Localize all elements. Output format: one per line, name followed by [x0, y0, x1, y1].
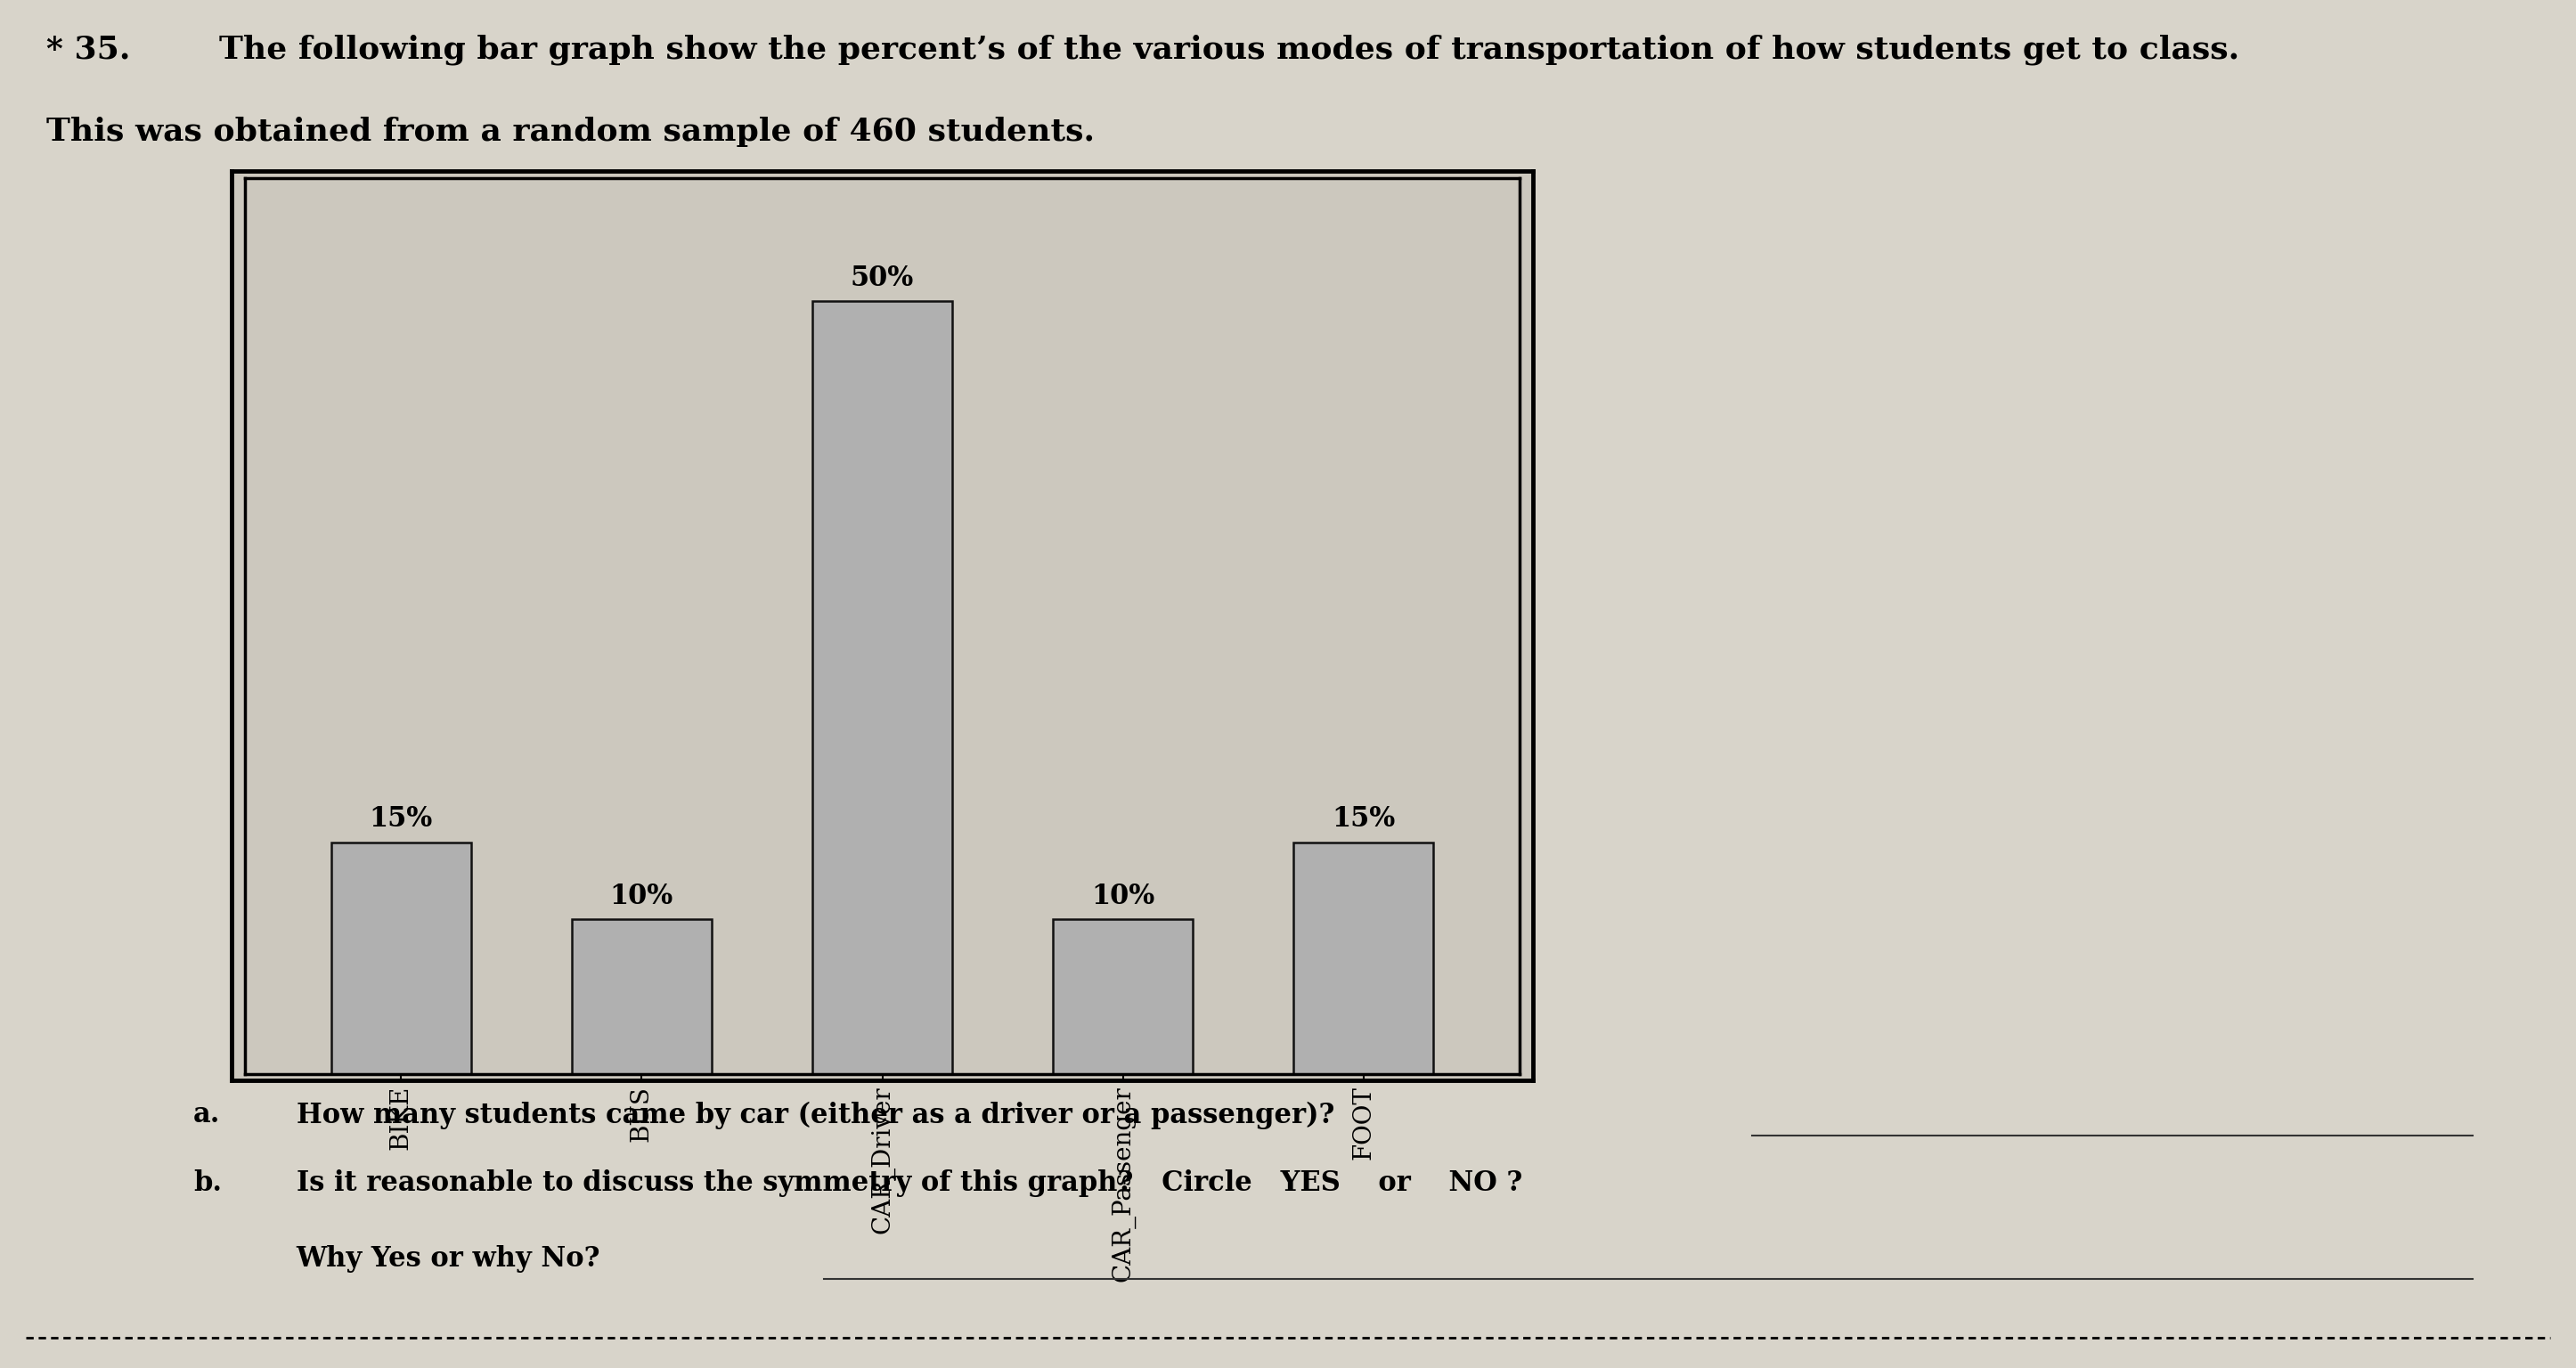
Text: 50%: 50% — [850, 264, 914, 293]
Bar — [332, 843, 471, 1074]
Text: 10%: 10% — [1092, 882, 1154, 910]
Text: a.: a. — [193, 1101, 222, 1129]
Text: The following bar graph show the percent’s of the various modes of transportatio: The following bar graph show the percent… — [219, 34, 2239, 64]
Text: This was obtained from a random sample of 460 students.: This was obtained from a random sample o… — [46, 116, 1095, 146]
Bar — [811, 301, 953, 1074]
Text: * 35.: * 35. — [46, 34, 131, 64]
Bar — [1054, 919, 1193, 1074]
Text: 15%: 15% — [368, 806, 433, 833]
Bar — [572, 919, 711, 1074]
Text: How many students came by car (either as a driver or a passenger)?: How many students came by car (either as… — [296, 1101, 1334, 1129]
Text: b.: b. — [193, 1170, 222, 1197]
Text: Is it reasonable to discuss the symmetry of this graph?   Circle   YES    or    : Is it reasonable to discuss the symmetry… — [296, 1170, 1522, 1197]
Text: 15%: 15% — [1332, 806, 1396, 833]
Bar — [1293, 843, 1432, 1074]
Text: 10%: 10% — [611, 882, 672, 910]
Text: Why Yes or why No?: Why Yes or why No? — [296, 1245, 600, 1272]
